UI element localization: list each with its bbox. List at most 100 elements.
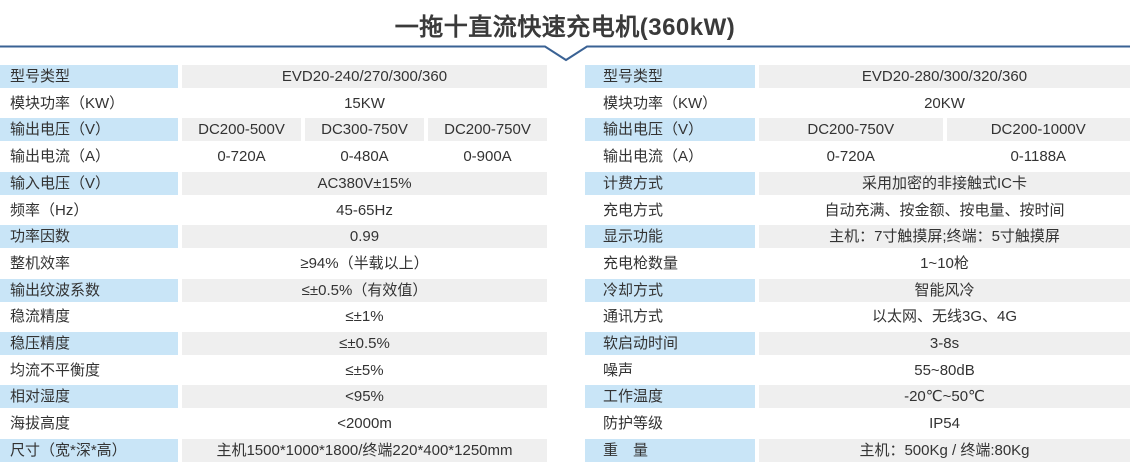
spec-value: ≤±0.5% [182,332,547,356]
spec-values: EVD20-280/300/320/360 [759,65,1130,88]
spec-values: 3-8s [759,332,1130,356]
spec-value: DC300-750V [305,118,424,142]
spec-values: 55~80dB [759,359,1130,382]
spec-values: DC200-500V DC300-750V DC200-750V [182,118,547,142]
spec-label: 输入电压（V） [0,171,178,195]
spec-value: 采用加密的非接触式IC卡 [759,171,1130,195]
spec-label: 模块功率（KW） [10,94,125,112]
spec-label: 功率因数 [0,225,178,249]
spec-value: DC200-500V [182,118,301,142]
spec-row: 相对湿度 <95% [0,385,547,409]
spec-value: <2000m [337,415,392,433]
divider-line [0,45,1130,62]
spec-label: 显示功能 [585,225,755,249]
spec-values: 15KW [182,92,547,115]
spec-values: AC380V±15% [182,171,547,195]
spec-value: 自动充满、按金额、按电量、按时间 [824,201,1065,219]
spec-label: 均流不平衡度 [10,361,101,379]
spec-row: 输出电流（A） 0-720A 0-480A 0-900A [0,145,547,168]
spec-row: 计费方式 采用加密的非接触式IC卡 [585,171,1130,195]
spec-value: ≤±0.5%（有效值） [182,278,547,302]
spec-values: ≤±1% [182,305,547,328]
spec-value: 智能风冷 [759,278,1130,302]
spec-value: 45-65Hz [336,201,393,219]
spec-label: 输出电流（A） [603,148,704,166]
divider-path [0,45,1130,62]
spec-value: 0-720A [217,148,266,166]
spec-value: DC200-1000V [946,118,1130,142]
spec-values: 0-720A 0-1188A [759,145,1130,168]
spec-row: 软启动时间 3-8s [585,332,1130,356]
spec-value: EVD20-280/300/320/360 [759,65,1130,88]
spec-value: ≤±1% [345,308,384,326]
spec-values: <95% [182,385,547,409]
spec-table-left: 型号类型 EVD20-240/270/300/360 模块功率（KW） 15KW 输出电… [0,65,547,462]
spec-label: 整机效率 [10,254,71,272]
spec-table-right: 型号类型 EVD20-280/300/320/360 模块功率（KW） 20KW 输出电… [585,65,1130,462]
spec-values: 主机：500Kg / 终端:80Kg [759,438,1130,462]
spec-label: 重 量 [585,438,755,462]
spec-values: ≥94%（半载以上） [182,252,547,275]
spec-label: 海拔高度 [10,415,71,433]
spec-row: 防护等级 IP54 [585,412,1130,435]
spec-label: 模块功率（KW） [603,94,718,112]
spec-row: 工作温度 -20℃~50℃ [585,385,1130,409]
spec-values: 20KW [759,92,1130,115]
spec-values: EVD20-240/270/300/360 [182,65,547,88]
spec-values: 1~10枪 [759,252,1130,275]
spec-label: 稳压精度 [0,332,178,356]
spec-label: 型号类型 [0,65,178,88]
spec-row: 型号类型 EVD20-280/300/320/360 [585,65,1130,88]
spec-row: 充电方式 自动充满、按金额、按电量、按时间 [585,199,1130,222]
spec-label: 尺寸（宽*深*高） [0,438,178,462]
spec-values: 主机：7寸触摸屏;终端：5寸触摸屏 [759,225,1130,249]
spec-values: DC200-750V DC200-1000V [759,118,1130,142]
spec-row: 均流不平衡度 ≤±5% [0,359,547,382]
spec-value: 1~10枪 [920,254,969,272]
spec-value: 15KW [344,94,385,112]
spec-values: -20℃~50℃ [759,385,1130,409]
spec-values: IP54 [759,412,1130,435]
spec-row: 尺寸（宽*深*高） 主机1500*1000*1800/终端220*400*1250… [0,438,547,462]
spec-row: 输出电压（V） DC200-500V DC300-750V DC200-750V [0,118,547,142]
spec-label: 输出电压（V） [0,118,178,142]
spec-value: 0.99 [182,225,547,249]
spec-value: 主机1500*1000*1800/终端220*400*1250mm [182,438,547,462]
spec-value: ≤±5% [345,361,384,379]
spec-value: -20℃~50℃ [759,385,1130,409]
spec-values: 主机1500*1000*1800/终端220*400*1250mm [182,438,547,462]
spec-row: 输出纹波系数 ≤±0.5%（有效值） [0,278,547,302]
spec-value: 55~80dB [914,361,975,379]
spec-label: 型号类型 [585,65,755,88]
spec-label: 防护等级 [603,415,664,433]
spec-label: 稳流精度 [10,308,71,326]
spec-label: 充电枪数量 [603,254,679,272]
spec-row: 通讯方式 以太网、无线3G、4G [585,305,1130,328]
spec-row: 冷却方式 智能风冷 [585,278,1130,302]
spec-values: ≤±5% [182,359,547,382]
spec-values: 0.99 [182,225,547,249]
spec-value: 20KW [924,94,965,112]
spec-value: DC200-750V [759,118,943,142]
spec-row: 功率因数 0.99 [0,225,547,249]
spec-row: 整机效率 ≥94%（半载以上） [0,252,547,275]
spec-value: EVD20-240/270/300/360 [182,65,547,88]
spec-value: 0-480A [340,148,389,166]
spec-values: 0-720A 0-480A 0-900A [182,145,547,168]
spec-value: IP54 [929,415,960,433]
spec-row: 稳压精度 ≤±0.5% [0,332,547,356]
spec-row: 输入电压（V） AC380V±15% [0,171,547,195]
page-title: 一拖十直流快速充电机(360kW) [394,14,736,41]
spec-row: 海拔高度 <2000m [0,412,547,435]
spec-value: 主机：500Kg / 终端:80Kg [759,438,1130,462]
spec-row: 模块功率（KW） 20KW [585,92,1130,115]
spec-row: 输出电流（A） 0-720A 0-1188A [585,145,1130,168]
spec-values: ≤±0.5% [182,332,547,356]
spec-label: 噪声 [603,361,634,379]
spec-row: 噪声 55~80dB [585,359,1130,382]
spec-label: 计费方式 [585,171,755,195]
spec-values: 采用加密的非接触式IC卡 [759,171,1130,195]
spec-label: 充电方式 [603,201,664,219]
spec-values: 以太网、无线3G、4G [759,305,1130,328]
